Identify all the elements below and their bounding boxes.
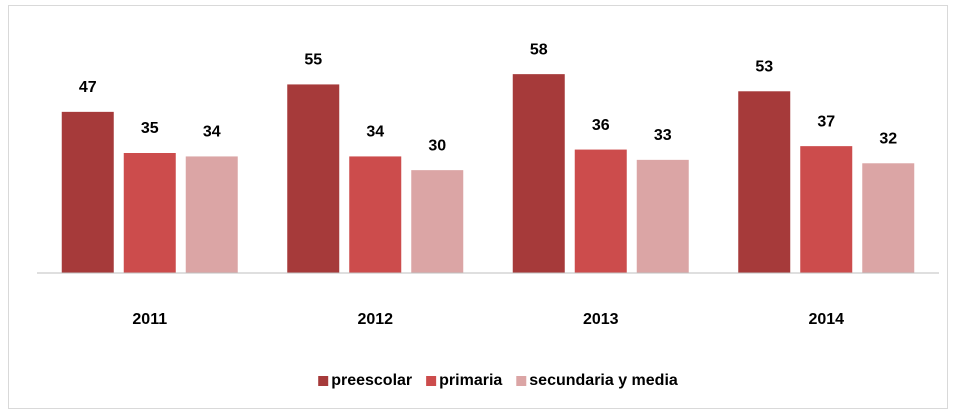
bar (738, 91, 791, 274)
data-label: 47 (79, 79, 97, 96)
data-label: 33 (654, 127, 672, 144)
legend-label: primaria (439, 372, 502, 389)
bar (185, 156, 238, 273)
bar (636, 159, 689, 273)
data-label: 32 (879, 131, 897, 148)
data-label: 55 (304, 52, 322, 69)
x-tick-label: 2013 (583, 311, 619, 328)
data-label: 37 (817, 113, 835, 130)
bar (287, 84, 340, 273)
data-label: 34 (366, 124, 384, 141)
bar (512, 74, 565, 274)
x-tick-label: 2012 (357, 311, 393, 328)
legend-swatch (426, 376, 437, 386)
data-label: 58 (530, 41, 548, 58)
data-label: 53 (755, 59, 773, 76)
data-label: 30 (428, 137, 446, 154)
data-label: 36 (592, 117, 610, 134)
legend-swatch (318, 376, 329, 386)
x-tick-label: 2011 (132, 311, 167, 328)
legend-label: secundaria y media (529, 372, 678, 389)
legend-label: preescolar (331, 372, 412, 389)
bar (61, 111, 114, 273)
bar (411, 170, 464, 273)
bar (862, 163, 915, 273)
bar (123, 153, 176, 273)
bar (574, 149, 627, 273)
bar (800, 146, 853, 273)
data-label: 35 (141, 120, 159, 137)
x-tick-label: 2014 (808, 311, 844, 328)
legend-swatch (516, 376, 527, 386)
bar (349, 156, 402, 273)
data-label: 34 (203, 124, 221, 141)
